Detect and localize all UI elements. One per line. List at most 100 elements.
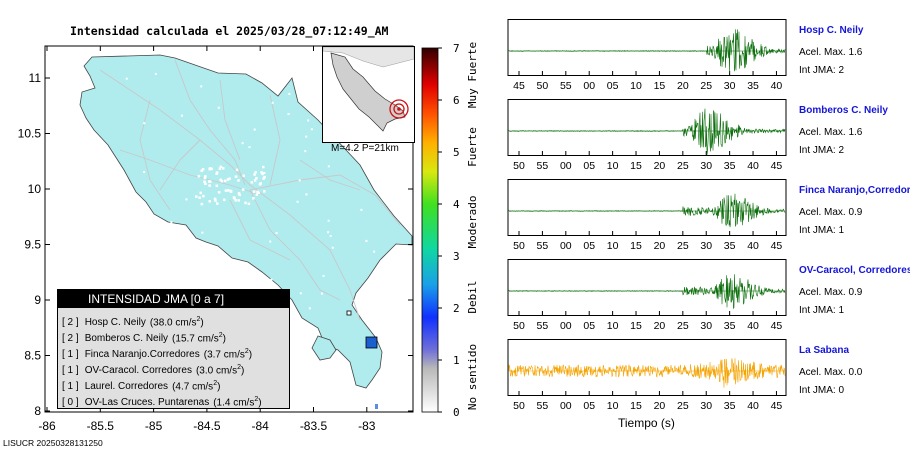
- legend-row-exponent: 2: [213, 380, 218, 387]
- town-marker: [235, 168, 239, 172]
- legend-row-level: [ 1 ]: [62, 365, 79, 377]
- time-tick-label: 00: [560, 160, 572, 172]
- legend-row-level: [ 0 ]: [62, 397, 79, 409]
- legend-row: [ 0 ] OV-Las Cruces. Puntarenas (1.4 cm/s2…: [62, 392, 289, 408]
- legend-row-name: OV-Las Cruces. Puntarenas: [84, 397, 210, 409]
- town-marker: [255, 193, 259, 196]
- time-tick-label: 15: [630, 240, 642, 252]
- town-marker: [201, 231, 204, 234]
- time-tick-label: 00: [560, 320, 572, 332]
- waveform-trace: [508, 358, 786, 388]
- town-marker: [260, 171, 263, 174]
- legend-row-close: ): [240, 365, 245, 377]
- time-tick-label: 40: [747, 320, 759, 332]
- station-jma-intensity: Int JMA: 0: [799, 385, 845, 396]
- road-network: [99, 59, 401, 321]
- time-tick-label: 10: [607, 320, 619, 332]
- road-6: [249, 174, 401, 226]
- time-tick-label: 35: [724, 160, 736, 172]
- epicenter-dot: [397, 107, 401, 111]
- colorbar-tick-label: 1: [453, 354, 460, 367]
- legend-row: [ 1 ] OV-Caracol. Corredores (3.0 cm/s2): [62, 360, 289, 376]
- lat-tick-label: 10.5: [18, 127, 42, 141]
- station-acel-max: Acel. Max. 1.6: [799, 127, 863, 138]
- town-marker: [237, 199, 240, 202]
- inset-caption: M=4.2 P=21km: [331, 143, 399, 154]
- town-marker: [200, 202, 204, 206]
- time-tick-label: 40: [747, 160, 759, 172]
- town-marker: [253, 173, 256, 176]
- town-marker: [237, 179, 240, 182]
- town-marker: [252, 197, 255, 200]
- town-marker: [252, 190, 256, 193]
- town-marker: [215, 172, 218, 175]
- time-tick-label: 30: [724, 80, 736, 92]
- town-marker: [241, 188, 245, 191]
- time-tick-label: 15: [654, 80, 666, 92]
- colorbar-band-label: Fuerte: [466, 127, 479, 167]
- station-acel-max: Acel. Max. 0.0: [799, 367, 863, 378]
- town-marker: [123, 216, 126, 219]
- time-tick-label: 20: [654, 400, 666, 412]
- time-tick-label: 30: [700, 320, 712, 332]
- road-2: [174, 59, 246, 186]
- legend-row-value: (1.4 cm/s: [213, 397, 255, 409]
- time-tick-label: 45: [771, 400, 783, 412]
- road-4: [269, 94, 281, 186]
- lat-tick-label: 9: [34, 293, 41, 307]
- town-marker: [320, 292, 323, 295]
- time-tick-label: 45: [771, 240, 783, 252]
- town-marker: [263, 190, 266, 193]
- road-7: [139, 99, 171, 211]
- time-tick-label: 50: [513, 400, 525, 412]
- time-tick-label: 10: [630, 80, 642, 92]
- legend-row-name: Laurel. Corredores: [84, 381, 169, 393]
- lon-tick-label: -84.5: [193, 419, 221, 433]
- lat-tick-label: 10: [28, 182, 42, 196]
- time-axis-title: Tiempo (s): [618, 416, 675, 430]
- town-marker: [308, 307, 311, 310]
- colorbar-tick-label: 0: [453, 406, 460, 419]
- time-tick-label: 10: [607, 400, 619, 412]
- time-tick-label: 05: [583, 320, 595, 332]
- station-name: Finca Naranjo,Corredores: [799, 185, 910, 196]
- legend-row-exponent: 2: [237, 364, 241, 371]
- town-marker: [180, 114, 183, 117]
- town-marker: [253, 128, 256, 131]
- town-marker: [269, 285, 272, 288]
- road-3: [219, 79, 241, 161]
- town-marker: [199, 191, 202, 195]
- station-marker-neily: [365, 336, 378, 349]
- station-jma-intensity: Int JMA: 2: [799, 65, 845, 76]
- footer-id: LISUCR 20250328131250: [3, 438, 103, 448]
- town-marker: [263, 171, 266, 174]
- time-tick-label: 25: [677, 240, 689, 252]
- town-marker: [238, 193, 241, 197]
- town-marker: [227, 189, 230, 192]
- time-tick-label: 25: [677, 400, 689, 412]
- town-marker: [168, 264, 171, 267]
- time-tick-label: 10: [607, 160, 619, 172]
- lon-axis: -86 -85.5 -85 -84.5 -84 -83.5 -83: [38, 46, 376, 433]
- town-marker: [141, 247, 144, 250]
- town-marker: [202, 194, 205, 198]
- town-marker: [360, 208, 363, 211]
- station-marker-south: [375, 404, 378, 409]
- town-marker: [269, 240, 272, 243]
- time-tick-label: 45: [771, 320, 783, 332]
- town-marker: [271, 101, 274, 104]
- town-marker: [244, 201, 247, 205]
- time-tick-label: 40: [747, 400, 759, 412]
- town-marker: [208, 167, 211, 171]
- station-name: La Sabana: [799, 345, 850, 356]
- waveform-panel: 50 55 00 05 10 15 20 25 30 35 40 45: [507, 259, 787, 332]
- colorbar-gradient: [421, 47, 439, 413]
- time-tick-label: 00: [583, 80, 595, 92]
- town-marker: [237, 192, 241, 195]
- time-tick-label: 05: [607, 80, 619, 92]
- station-name: Bomberos C. Neily: [799, 105, 888, 116]
- legend-row-exponent: 2: [218, 332, 223, 339]
- waveform-panel: 50 55 00 05 10 15 20 25 30 35 40 45: [507, 179, 787, 252]
- legend-row-level: [ 2 ]: [62, 317, 79, 329]
- town-marker: [143, 122, 146, 125]
